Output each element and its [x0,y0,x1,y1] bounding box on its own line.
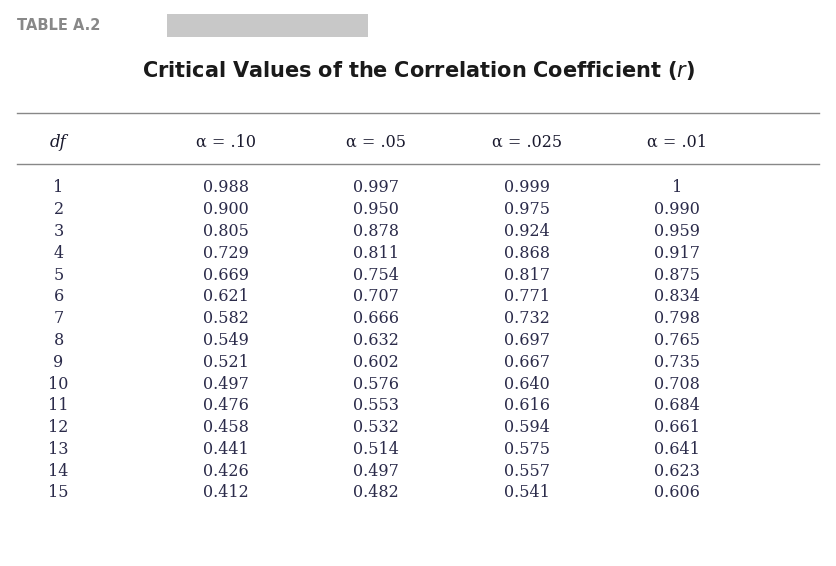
Text: 0.514: 0.514 [354,441,399,458]
Text: 0.553: 0.553 [353,397,400,414]
Text: 0.805: 0.805 [203,223,248,240]
Text: 0.817: 0.817 [503,267,550,284]
Text: 0.878: 0.878 [353,223,400,240]
Text: 0.765: 0.765 [654,332,701,349]
Text: 0.900: 0.900 [203,201,248,218]
Text: 0.975: 0.975 [503,201,550,218]
Text: 0.497: 0.497 [203,375,248,393]
Text: 0.875: 0.875 [654,267,701,284]
Text: 15: 15 [48,484,69,501]
Text: 0.426: 0.426 [203,462,248,480]
Text: 10: 10 [48,375,69,393]
Text: 0.582: 0.582 [203,310,248,327]
Text: 0.959: 0.959 [654,223,701,240]
Text: df: df [50,134,67,151]
Text: 0.988: 0.988 [202,179,249,196]
Text: α = .01: α = .01 [647,134,707,151]
Text: 0.732: 0.732 [504,310,549,327]
Text: 0.557: 0.557 [503,462,550,480]
Text: 0.616: 0.616 [503,397,550,414]
Text: 0.661: 0.661 [654,419,701,436]
Text: 0.834: 0.834 [655,288,700,306]
Text: α = .025: α = .025 [492,134,562,151]
Text: α = .05: α = .05 [346,134,406,151]
Text: 0.632: 0.632 [354,332,399,349]
Text: 0.868: 0.868 [503,245,550,262]
Text: 11: 11 [48,397,69,414]
Text: 0.576: 0.576 [353,375,400,393]
Bar [167,14,368,37]
Text: 0.412: 0.412 [203,484,248,501]
Text: 4: 4 [54,245,64,262]
Text: 13: 13 [48,441,69,458]
Text: 0.771: 0.771 [503,288,550,306]
Text: 0.532: 0.532 [354,419,399,436]
Text: 0.917: 0.917 [654,245,701,262]
Text: 5: 5 [54,267,64,284]
Text: 12: 12 [48,419,69,436]
Text: 0.798: 0.798 [654,310,701,327]
Text: 0.950: 0.950 [354,201,399,218]
Text: 0.708: 0.708 [655,375,700,393]
Text: 0.575: 0.575 [503,441,550,458]
Text: 14: 14 [48,462,69,480]
Text: 0.669: 0.669 [202,267,249,284]
Text: 3: 3 [54,223,64,240]
Text: 0.641: 0.641 [655,441,700,458]
Text: α = .10: α = .10 [196,134,256,151]
Text: 2: 2 [54,201,64,218]
Text: 0.729: 0.729 [203,245,248,262]
Text: 0.606: 0.606 [655,484,700,501]
Text: 6: 6 [54,288,64,306]
Text: 0.707: 0.707 [354,288,399,306]
Text: 0.697: 0.697 [503,332,550,349]
Text: 0.458: 0.458 [203,419,248,436]
Text: 0.549: 0.549 [203,332,248,349]
Text: 0.621: 0.621 [203,288,248,306]
Text: 8: 8 [54,332,64,349]
Text: 0.482: 0.482 [354,484,399,501]
Text: 0.521: 0.521 [203,354,248,371]
Text: 0.924: 0.924 [504,223,549,240]
Text: $\bf{Critical\ Values\ of\ the\ Correlation\ Coefficient\ (}$$\it{r}$$\bf{)}$: $\bf{Critical\ Values\ of\ the\ Correlat… [141,59,695,82]
Text: 0.667: 0.667 [503,354,550,371]
Text: 0.640: 0.640 [504,375,549,393]
Text: 0.999: 0.999 [503,179,550,196]
Text: 9: 9 [54,354,64,371]
Text: 0.476: 0.476 [203,397,248,414]
Text: 7: 7 [54,310,64,327]
Text: 0.541: 0.541 [504,484,549,501]
Text: 0.997: 0.997 [353,179,400,196]
Text: 0.602: 0.602 [354,354,399,371]
Text: TABLE A.2: TABLE A.2 [17,18,100,33]
Text: 0.754: 0.754 [354,267,399,284]
Text: 0.623: 0.623 [655,462,700,480]
Text: 0.594: 0.594 [504,419,549,436]
Text: 0.735: 0.735 [654,354,701,371]
Text: 0.441: 0.441 [203,441,248,458]
Text: 0.666: 0.666 [353,310,400,327]
Text: 0.990: 0.990 [655,201,700,218]
Text: 0.497: 0.497 [354,462,399,480]
Text: 0.811: 0.811 [353,245,400,262]
Text: 1: 1 [672,179,682,196]
Text: 0.684: 0.684 [655,397,700,414]
Text: 1: 1 [54,179,64,196]
